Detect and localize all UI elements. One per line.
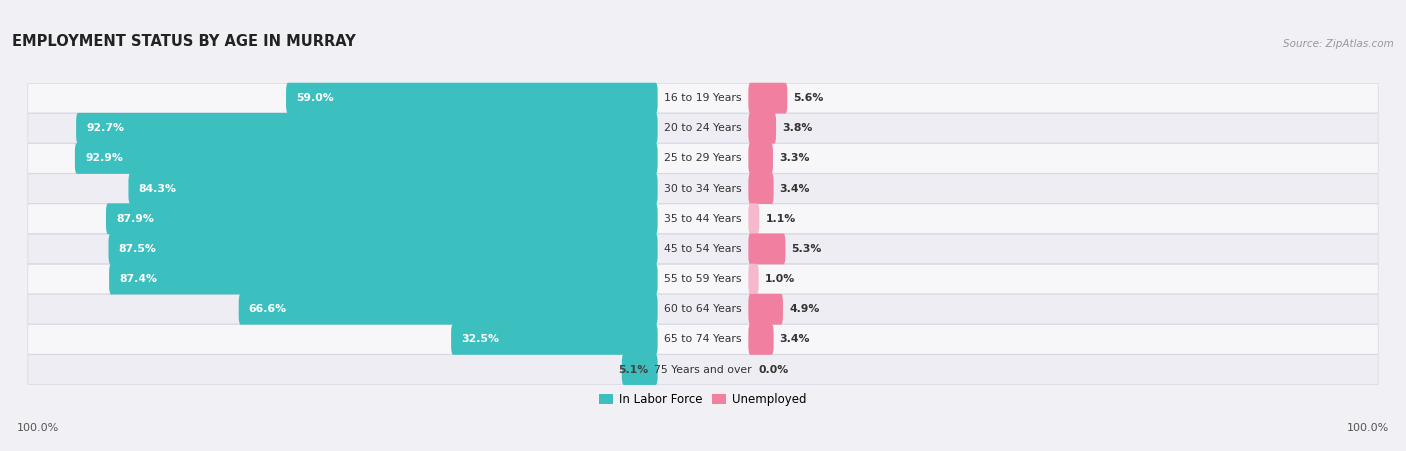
FancyBboxPatch shape [28,325,1378,354]
Text: 1.0%: 1.0% [765,274,794,284]
Text: 16 to 19 Years: 16 to 19 Years [664,93,742,103]
Text: 100.0%: 100.0% [17,423,59,433]
Text: 3.8%: 3.8% [782,123,813,133]
Text: 45 to 54 Years: 45 to 54 Years [664,244,742,254]
FancyBboxPatch shape [28,174,1378,203]
FancyBboxPatch shape [621,354,658,385]
Text: 30 to 34 Years: 30 to 34 Years [664,184,742,193]
Text: 4.9%: 4.9% [789,304,820,314]
FancyBboxPatch shape [128,173,658,204]
Text: 84.3%: 84.3% [139,184,177,193]
FancyBboxPatch shape [110,264,658,295]
Text: 100.0%: 100.0% [1347,423,1389,433]
FancyBboxPatch shape [75,143,658,174]
Text: 87.9%: 87.9% [117,214,155,224]
Text: 25 to 29 Years: 25 to 29 Years [664,153,742,163]
FancyBboxPatch shape [76,113,658,144]
Text: 87.5%: 87.5% [118,244,156,254]
Text: 75 Years and over: 75 Years and over [654,364,752,374]
Text: 3.4%: 3.4% [780,184,810,193]
Text: 5.1%: 5.1% [619,364,648,374]
Text: 66.6%: 66.6% [249,304,287,314]
Text: 1.1%: 1.1% [765,214,796,224]
Text: 60 to 64 Years: 60 to 64 Years [664,304,742,314]
Text: 92.9%: 92.9% [84,153,122,163]
Legend: In Labor Force, Unemployed: In Labor Force, Unemployed [595,389,811,411]
FancyBboxPatch shape [239,294,658,325]
FancyBboxPatch shape [748,324,773,355]
FancyBboxPatch shape [748,203,759,234]
FancyBboxPatch shape [748,143,773,174]
FancyBboxPatch shape [748,234,786,264]
Text: 3.4%: 3.4% [780,334,810,345]
FancyBboxPatch shape [28,204,1378,234]
FancyBboxPatch shape [28,144,1378,173]
Text: EMPLOYMENT STATUS BY AGE IN MURRAY: EMPLOYMENT STATUS BY AGE IN MURRAY [13,34,356,49]
FancyBboxPatch shape [108,234,658,264]
FancyBboxPatch shape [748,294,783,325]
FancyBboxPatch shape [28,83,1378,113]
FancyBboxPatch shape [28,234,1378,264]
Text: 92.7%: 92.7% [86,123,124,133]
FancyBboxPatch shape [748,113,776,144]
Text: 20 to 24 Years: 20 to 24 Years [664,123,742,133]
FancyBboxPatch shape [451,324,658,355]
Text: 65 to 74 Years: 65 to 74 Years [664,334,742,345]
FancyBboxPatch shape [28,264,1378,294]
Text: 87.4%: 87.4% [120,274,157,284]
FancyBboxPatch shape [285,83,658,114]
FancyBboxPatch shape [748,173,773,204]
Text: 0.0%: 0.0% [758,364,789,374]
Text: Source: ZipAtlas.com: Source: ZipAtlas.com [1282,39,1393,49]
FancyBboxPatch shape [105,203,658,234]
FancyBboxPatch shape [748,264,759,295]
FancyBboxPatch shape [28,295,1378,324]
FancyBboxPatch shape [748,83,787,114]
FancyBboxPatch shape [28,355,1378,384]
Text: 32.5%: 32.5% [461,334,499,345]
Text: 5.6%: 5.6% [793,93,824,103]
Text: 55 to 59 Years: 55 to 59 Years [664,274,742,284]
FancyBboxPatch shape [28,114,1378,143]
Text: 59.0%: 59.0% [297,93,335,103]
Text: 3.3%: 3.3% [779,153,810,163]
Text: 5.3%: 5.3% [792,244,823,254]
Text: 35 to 44 Years: 35 to 44 Years [664,214,742,224]
